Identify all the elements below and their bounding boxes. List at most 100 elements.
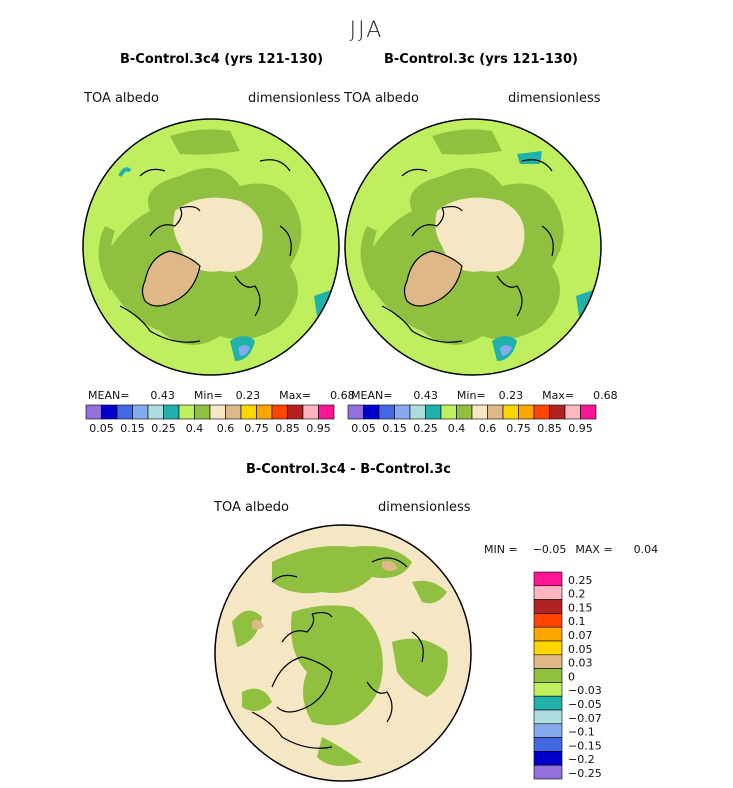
legend-label: 0.1 [568,615,586,628]
colorbar-panel-1: 0.05 0.15 0.25 0.4 0.6 0.75 0.85 0.95 [85,404,335,435]
colorbar-swatch [409,404,426,420]
colorbar-swatch [178,404,195,420]
diff-stats: MIN = −0.05 MAX = 0.04 [484,543,658,556]
panel-2-units-label: dimensionless [508,91,601,106]
colorbar-swatch [487,404,504,420]
colorbar-tick-label: 0.4 [448,422,466,435]
legend-swatch [533,626,563,642]
colorbar-swatch [132,404,149,420]
mean-value: 0.43 [150,389,175,402]
colorbar-swatch [440,404,457,420]
legend-swatch [533,695,563,711]
colorbar-swatch [580,404,597,420]
legend-label: −0.05 [568,698,602,711]
colorbar-swatch [101,404,118,420]
panel-1-stats: MEAN= 0.43 Min= 0.23 Max= 0.68 [88,389,355,402]
legend-label: 0.07 [568,629,593,642]
colorbar-tick-label: 0.85 [275,422,300,435]
colorbar-swatch [256,404,273,420]
panel-1-field-label: TOA albedo [84,91,160,106]
legend-swatch [533,571,563,587]
colorbar-swatch [549,404,566,420]
legend-swatch [533,682,563,697]
colorbar-swatch [318,404,335,420]
min-label: Min= [456,389,486,402]
min-value: 0.23 [498,389,524,402]
legend-label: 0 [568,670,575,683]
colorbar-swatch [163,404,180,420]
legend-swatch [533,764,563,780]
colorbar-swatch [378,404,395,420]
mean-label: MEAN= [351,389,393,402]
colorbar-swatch [363,404,380,420]
colorbar-tick-label: 0.15 [120,422,145,435]
diff-max-label: MAX = [575,543,613,556]
mean-value: 0.43 [413,389,438,402]
season-title: JJA [349,18,384,43]
max-value: 0.68 [330,389,355,402]
colorbar-swatch [116,404,133,420]
legend-swatch [533,709,563,725]
max-label: Max= [542,389,575,402]
diff-field-label: TOA albedo [214,500,290,515]
panel-1-units-label: dimensionless [248,91,341,106]
colorbar-tick-label: 0.25 [151,422,176,435]
colorbar-tick-label: 0.6 [479,422,497,435]
colorbar-tick-label: 0.4 [186,422,204,435]
colorbar-tick-label: 0.05 [89,422,114,435]
legend-swatch [533,585,563,600]
colorbar-tick-label: 0.75 [244,422,269,435]
colorbar-swatch [502,404,519,420]
panel-2-stats: MEAN= 0.43 Min= 0.23 Max= 0.68 [351,389,618,402]
colorbar-swatch [518,404,535,420]
diff-units-label: dimensionless [378,500,471,515]
legend-label: 0.05 [568,643,593,656]
colorbar-tick-label: 0.95 [568,422,593,435]
colorbar-tick-label: 0.6 [217,422,235,435]
max-value: 0.68 [593,389,618,402]
colorbar-swatch [302,404,319,420]
legend-label: 0.2 [568,588,586,601]
panel-1-title: B-Control.3c4 (yrs 121-130) [120,52,324,67]
legend-swatch [533,751,563,766]
colorbar-swatch [394,404,411,420]
colorbar-swatch [533,404,550,420]
legend-label: −0.03 [568,684,602,697]
colorbar-swatch [225,404,242,420]
legend-swatch [533,723,563,738]
max-label: Max= [279,389,312,402]
legend-swatch [533,613,563,628]
colorbar-swatch [147,404,164,420]
colorbar-tick-label: 0.85 [537,422,562,435]
polar-map-panel-1 [82,118,340,376]
colorbar-swatch [471,404,488,420]
legend-label: −0.2 [568,753,595,766]
colorbar-swatch [287,404,304,420]
colorbar-swatch [240,404,257,420]
legend-label: −0.25 [568,767,602,780]
diff-title: B-Control.3c4 - B-Control.3c [246,462,451,477]
panel-2-field-label: TOA albedo [344,91,420,106]
colorbar-swatch [271,404,288,420]
colorbar-swatch [347,404,364,420]
diff-min-value: −0.05 [532,543,567,556]
legend-swatch [533,640,563,656]
diff-max-value: 0.04 [633,543,659,556]
colorbar-swatch [85,404,102,420]
legend-label: 0.15 [568,601,593,614]
legend-label: 0.25 [568,574,593,587]
colorbar-tick-label: 0.05 [351,422,376,435]
polar-map-panel-2 [344,118,602,376]
colorbar-swatch [194,404,211,420]
legend-swatch [533,668,563,683]
colorbar-tick-label: 0.75 [506,422,531,435]
colorbar-swatch [425,404,442,420]
colorbar-swatch [564,404,581,420]
legend-swatch [533,654,563,669]
mean-label: MEAN= [88,389,130,402]
diff-min-label: MIN = [484,543,518,556]
polar-map-difference [214,524,472,782]
colorbar-swatch [456,404,473,420]
legend-swatch [533,737,563,752]
diff-legend: 0.250.20.150.10.070.050.030−0.03−0.05−0.… [533,571,602,780]
